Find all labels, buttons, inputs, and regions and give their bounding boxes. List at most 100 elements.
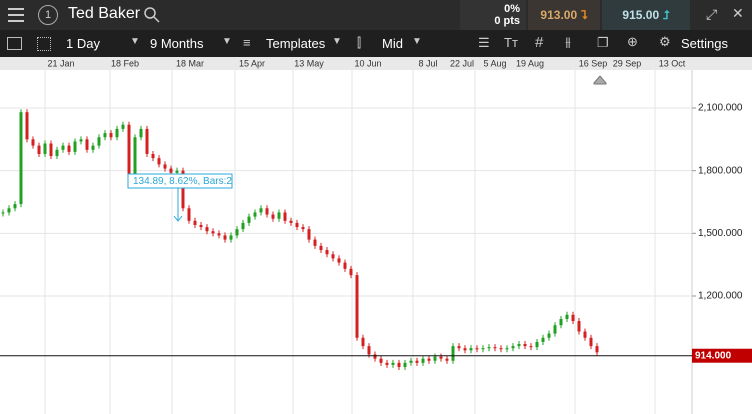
candle: [223, 235, 227, 240]
chart: 21 Jan 18 Feb 18 Mar 15 Apr 13 May 10 Jun 8 Ju…: [0, 57, 752, 414]
change-pct: 0%: [504, 3, 520, 15]
candle: [547, 333, 551, 338]
candle: [529, 346, 533, 348]
buy-button[interactable]: 915.00 ⮥: [602, 0, 690, 30]
candle: [325, 250, 329, 255]
dropdown-arrow[interactable]: ▼: [130, 36, 140, 47]
candle: [295, 222, 299, 228]
candle: [217, 233, 221, 236]
dropdown-arrow[interactable]: ▼: [332, 36, 342, 47]
candle: [439, 356, 443, 359]
candle: [307, 229, 311, 240]
candle: [421, 358, 425, 363]
candle: [241, 222, 245, 230]
candle: [175, 170, 179, 173]
candle: [505, 348, 509, 350]
candle: [451, 346, 455, 361]
account-button[interactable]: 1: [38, 5, 58, 25]
candle: [553, 325, 557, 334]
candle: [541, 337, 545, 342]
candle: [151, 153, 155, 159]
candle: [583, 331, 587, 338]
candle: [517, 344, 521, 347]
candle: [115, 128, 119, 138]
date-label: 21 Jan: [47, 58, 74, 68]
grid-icon[interactable]: [37, 37, 51, 51]
candle: [595, 346, 599, 353]
interval-select[interactable]: 1 Day: [66, 36, 100, 51]
candle: [235, 229, 239, 236]
candle: [559, 318, 563, 326]
date-label: 5 Aug: [483, 58, 506, 68]
sell-button[interactable]: 913.00 ⮧: [528, 0, 600, 30]
tool-icon[interactable]: #: [535, 34, 544, 51]
candle: [427, 358, 431, 361]
tool-icon[interactable]: ⊕: [627, 34, 638, 49]
templates-icon: ≡: [243, 35, 251, 50]
scroll-marker[interactable]: [593, 75, 607, 85]
expand-icon[interactable]: ⤢: [706, 6, 718, 22]
candle: [367, 346, 371, 355]
templates-select[interactable]: Templates: [266, 36, 326, 51]
candle: [247, 216, 251, 223]
candle: [469, 348, 473, 351]
instrument-name: Ted Baker: [68, 5, 141, 22]
buy-price: 915.00: [622, 8, 660, 22]
tool-icon[interactable]: ❐: [597, 35, 609, 50]
tool-icon[interactable]: ⫵: [565, 34, 571, 49]
dropdown-arrow[interactable]: ▼: [412, 36, 422, 47]
candle: [301, 227, 305, 230]
close-icon[interactable]: ✕: [732, 5, 744, 21]
menu-button[interactable]: [8, 8, 24, 22]
candle: [187, 208, 191, 221]
candle: [487, 347, 491, 349]
candle: [409, 360, 413, 363]
candle: [67, 145, 71, 152]
y-tick-label: 1,800.000: [698, 165, 743, 176]
candle: [565, 314, 569, 319]
settings-icon[interactable]: ⚙: [659, 34, 671, 49]
candle: [169, 168, 173, 173]
last-price-box: [692, 348, 752, 363]
date-label: 15 Apr: [239, 58, 265, 68]
candle: [499, 348, 503, 350]
candle: [313, 239, 317, 246]
tool-icon[interactable]: Tᴛ: [504, 35, 518, 50]
date-label: 29 Sep: [613, 58, 642, 68]
candle: [433, 356, 437, 361]
candle: [97, 137, 101, 146]
date-label: 8 Jul: [418, 58, 437, 68]
candle: [61, 145, 65, 150]
candle: [475, 348, 479, 350]
date-label: 18 Mar: [176, 58, 204, 68]
y-tick-label: 1,500.000: [698, 228, 743, 239]
candle: [163, 164, 167, 169]
candle: [403, 362, 407, 368]
layout-icon[interactable]: [7, 37, 22, 50]
candle: [463, 348, 467, 351]
candle: [265, 208, 269, 215]
candle: [391, 362, 395, 365]
date-label: 19 Aug: [516, 58, 544, 68]
change-pts: 0 pts: [494, 15, 520, 27]
candle: [523, 344, 527, 347]
price-select[interactable]: Mid: [382, 36, 403, 51]
range-select[interactable]: 9 Months: [150, 36, 204, 51]
candle: [355, 275, 359, 338]
measure-arrow: [173, 215, 183, 222]
candle: [373, 354, 377, 359]
candle: [205, 227, 209, 232]
candle: [445, 358, 449, 361]
toolbar: 1 Day ▼ 9 Months ▼ ≡ Templates ▼ ⫿ Mid ▼…: [0, 30, 752, 57]
candle: [253, 212, 257, 217]
candle: [271, 214, 275, 219]
candle: [181, 170, 185, 209]
dropdown-arrow[interactable]: ▼: [222, 36, 232, 47]
settings-button[interactable]: Settings: [681, 36, 728, 51]
tool-icon[interactable]: ☰: [478, 35, 490, 50]
candle: [535, 341, 539, 348]
y-tick-label: 2,100.000: [698, 103, 743, 114]
search-icon[interactable]: [143, 6, 161, 24]
candle: [85, 139, 89, 150]
candle: [211, 231, 215, 234]
